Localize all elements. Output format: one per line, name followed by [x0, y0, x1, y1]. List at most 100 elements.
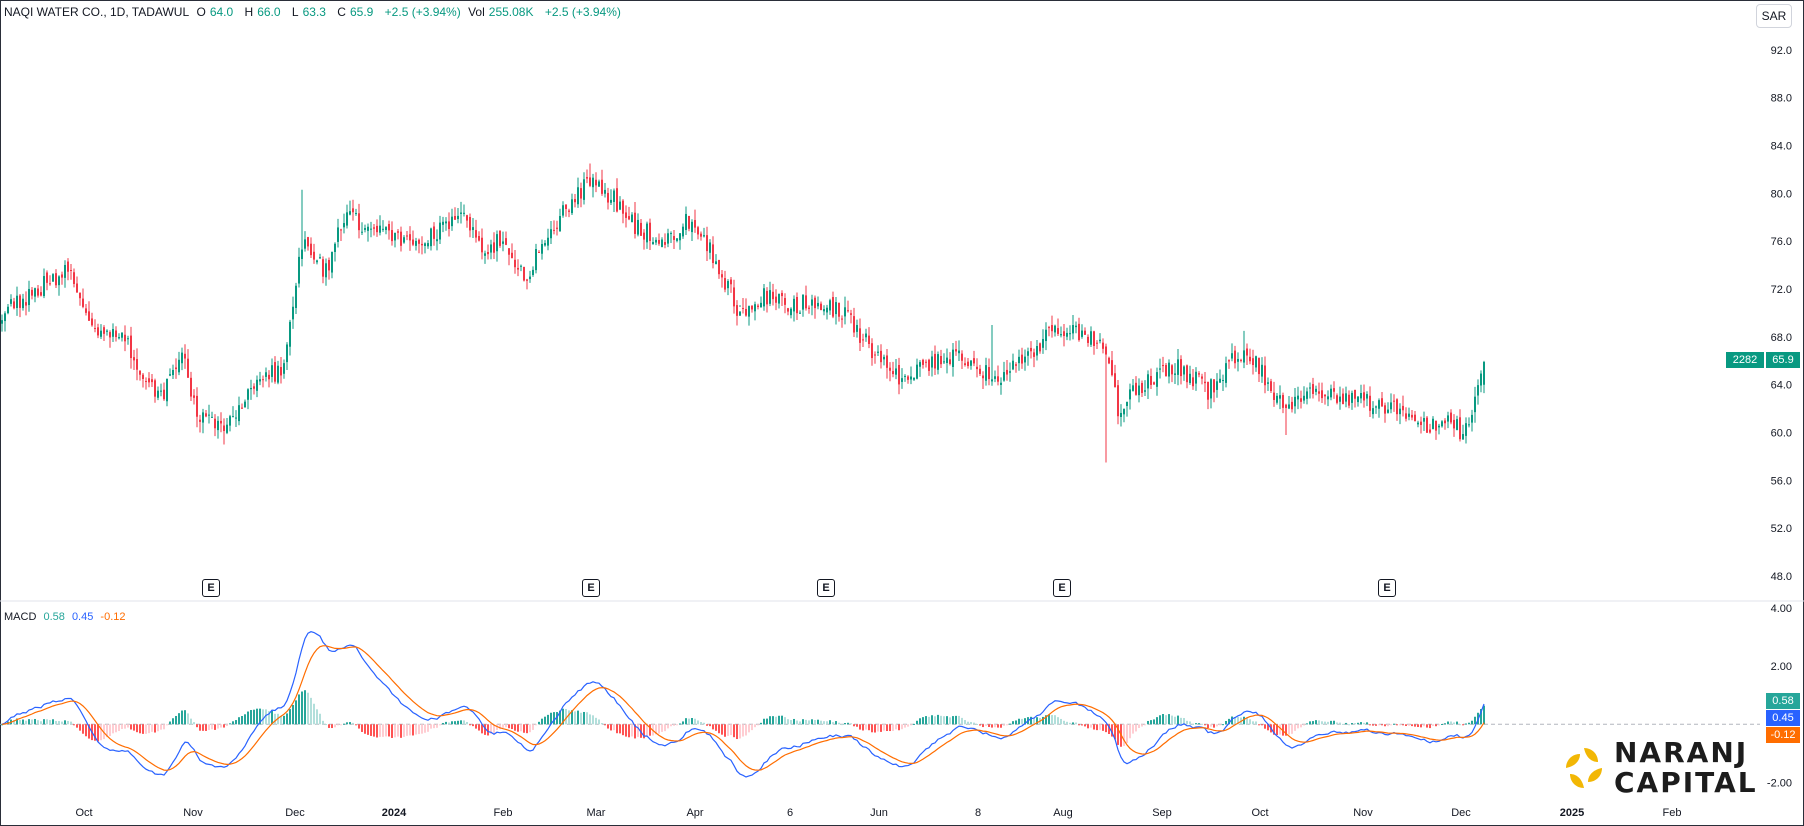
candle [250, 379, 252, 400]
candle-body [484, 253, 486, 256]
candle-body [139, 370, 141, 375]
candle [226, 417, 228, 435]
candle [1414, 410, 1416, 422]
candle-body [1150, 375, 1152, 385]
candle-body [970, 360, 972, 366]
candle [586, 169, 588, 184]
candle-body [817, 302, 819, 307]
candle-body [808, 307, 810, 309]
candle-body [418, 239, 420, 244]
hist-bar [1345, 722, 1347, 725]
candle-body [967, 361, 969, 367]
candle [1237, 352, 1239, 372]
candle-body [454, 215, 456, 220]
hist-bar [118, 724, 120, 732]
candle-body [22, 298, 24, 309]
candle [811, 294, 813, 316]
candle [802, 293, 804, 317]
high-label: H [244, 5, 254, 19]
candle [982, 371, 984, 389]
candle [898, 357, 900, 395]
hist-bar [661, 724, 663, 732]
candle-body [652, 242, 654, 245]
candle-body [1051, 325, 1053, 332]
candle [13, 297, 15, 310]
candle [640, 219, 642, 236]
candle-body [211, 416, 213, 418]
candle [1060, 326, 1062, 338]
candle-body [406, 235, 408, 237]
candle [1030, 341, 1032, 359]
candle [325, 258, 327, 286]
hist-bar [283, 715, 285, 725]
hist-bar [1030, 716, 1032, 725]
hist-bar [301, 691, 303, 725]
candle [538, 250, 540, 254]
earnings-marker[interactable]: E [1053, 579, 1071, 597]
price-tick-label: 84.0 [1771, 141, 1792, 153]
candle-body [1147, 374, 1149, 389]
candle [1201, 373, 1203, 385]
candle [1468, 417, 1470, 428]
earnings-marker[interactable]: E [1378, 579, 1396, 597]
candle-body [862, 339, 864, 341]
candle-body [496, 234, 498, 252]
candle [106, 329, 108, 336]
candle-body [292, 306, 294, 320]
candle [730, 277, 732, 293]
hist-bar [724, 724, 726, 737]
candle-body [1069, 333, 1071, 335]
macd-title[interactable]: MACD [4, 611, 37, 623]
candle-body [358, 213, 360, 231]
hist-bar [1318, 720, 1320, 725]
candle-body [58, 276, 60, 286]
hist-bar [316, 709, 318, 725]
hist-bar [46, 719, 48, 725]
candle [304, 231, 306, 252]
candle-body [1372, 408, 1374, 415]
time-tick-label: Dec [1451, 807, 1471, 819]
candle [634, 201, 636, 239]
hist-bar [502, 724, 504, 728]
candle-body [775, 296, 777, 303]
hist-bar [700, 722, 702, 725]
hist-bar [601, 723, 603, 725]
candle [1288, 396, 1290, 410]
candle-body [1363, 392, 1365, 401]
hist-bar [358, 724, 360, 729]
hist-bar [1294, 724, 1296, 731]
earnings-marker[interactable]: E [817, 579, 835, 597]
hist-bar [1465, 723, 1467, 725]
candle-body [49, 283, 51, 285]
candle-body [448, 221, 450, 230]
candle-body [1252, 358, 1254, 366]
candle-body [922, 359, 924, 365]
hist-bar [799, 721, 801, 725]
candle [481, 228, 483, 260]
candle [1471, 409, 1473, 432]
currency-button[interactable]: SAR [1756, 4, 1792, 28]
earnings-marker[interactable]: E [582, 579, 600, 597]
macd-tick-label: 4.00 [1771, 603, 1792, 615]
candle-body [829, 300, 831, 311]
hist-bar [1198, 723, 1200, 725]
symbol-title[interactable]: NAQI WATER CO., 1D, TADAWUL [4, 5, 190, 19]
candle-body [1414, 414, 1416, 422]
candle-body [802, 294, 804, 310]
hist-bar [1408, 724, 1410, 726]
candle-body [1426, 417, 1428, 433]
candle-body [16, 295, 18, 308]
candle [589, 163, 591, 188]
hist-bar [967, 721, 969, 725]
earnings-marker[interactable]: E [202, 579, 220, 597]
candle [313, 243, 315, 264]
hist-bar [193, 722, 195, 725]
candle-body [1024, 356, 1026, 363]
candle-body [679, 233, 681, 241]
candle-body [1411, 414, 1413, 418]
candle-body [424, 243, 426, 246]
hist-bar [361, 724, 363, 732]
candle [430, 227, 432, 251]
candle-body [535, 249, 537, 271]
